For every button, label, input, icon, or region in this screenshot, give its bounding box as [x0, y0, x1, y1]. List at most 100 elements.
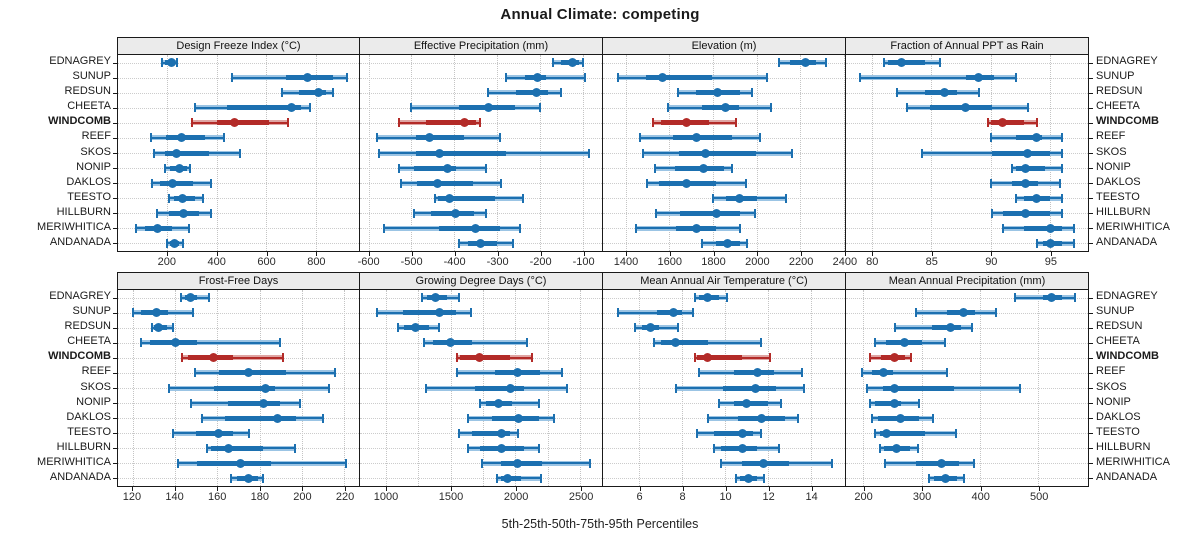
median-dot: [433, 178, 443, 188]
median-dot: [505, 383, 515, 393]
row-axis-tick: [113, 478, 117, 480]
site-label-redsun: REDSUN: [1096, 85, 1143, 98]
whisker-cap: [918, 398, 921, 408]
whisker-cap: [581, 58, 584, 68]
site-label-andanada: ANDANADA: [49, 470, 111, 483]
whisker-cap: [151, 178, 154, 188]
site-label-andanada: ANDANADA: [49, 235, 111, 248]
whisker-cap: [171, 323, 174, 333]
whisker-cap: [298, 398, 301, 408]
box-25-75: [402, 310, 456, 316]
whisker-cap: [1074, 293, 1077, 303]
x-axis-tick: [713, 252, 715, 256]
median-dot: [878, 368, 888, 378]
row-axis-tick: [113, 448, 117, 450]
whisker-cap: [376, 308, 379, 318]
median-dot: [313, 88, 323, 98]
whisker-cap: [205, 443, 208, 453]
whisker-cap: [706, 413, 709, 423]
whisker-cap: [194, 368, 197, 378]
row-gridline: [118, 198, 359, 200]
whisker-cap: [719, 458, 722, 468]
median-dot: [176, 133, 186, 143]
whisker-cap: [869, 353, 872, 363]
site-label-nonip: NONIP: [76, 160, 111, 173]
whisker-cap: [859, 73, 862, 83]
whisker-cap: [753, 208, 756, 218]
row-axis-tick: [113, 183, 117, 185]
x-axis-tick: [266, 252, 268, 256]
site-label-cheeta: CHEETA: [1096, 100, 1140, 113]
whisker-cap: [458, 428, 461, 438]
x-axis-tick-label: 1500: [438, 491, 464, 503]
panel-strip-title: Design Freeze Index (°C): [176, 40, 301, 52]
box-25-75: [680, 210, 741, 216]
x-axis-tick-label: 80: [866, 256, 879, 268]
whisker-cap: [496, 473, 499, 483]
x-axis-tick: [872, 252, 874, 256]
row-gridline: [846, 297, 1088, 299]
whisker-cap: [551, 58, 554, 68]
site-label-meriwhitica: MERIWHITICA: [1096, 220, 1170, 233]
x-axis-tick: [259, 487, 261, 491]
site-label-skos: SKOS: [1096, 145, 1127, 158]
whisker-cap: [487, 88, 490, 98]
panel-strip-title: Elevation (m): [691, 40, 757, 52]
whisker-cap: [175, 58, 178, 68]
whisker-cap: [164, 163, 167, 173]
panel-strip-title: Fraction of Annual PPT as Rain: [890, 40, 1044, 52]
site-label-teesto: TEESTO: [1096, 190, 1140, 203]
whisker-cap: [150, 133, 153, 143]
x-axis-tick: [368, 252, 370, 256]
median-dot: [671, 338, 681, 348]
whisker-cap: [896, 88, 898, 98]
row-gridline: [360, 92, 602, 94]
whisker-cap: [1001, 223, 1004, 233]
box-25-75: [214, 385, 276, 391]
row-axis-tick: [113, 372, 117, 374]
x-axis-tick-label: 1800: [701, 256, 726, 268]
x-axis-tick: [725, 487, 727, 491]
box-25-75: [165, 150, 209, 156]
whisker-cap: [920, 148, 923, 158]
whisker-cap: [188, 163, 191, 173]
whisker-cap: [140, 338, 143, 348]
whisker-cap: [777, 443, 780, 453]
whisker-cap: [481, 458, 484, 468]
panel-fraction-of-annual-ppt-as-rain: Fraction of Annual PPT as Rain 80 85 90 95: [846, 37, 1093, 270]
row-axis-tick: [1089, 418, 1093, 420]
whisker-cap: [990, 208, 993, 218]
whisker-cap: [521, 193, 524, 203]
whisker-cap: [860, 368, 863, 378]
whisker-cap: [677, 88, 680, 98]
median-dot: [224, 443, 234, 453]
row-axis-tick: [113, 357, 117, 359]
whisker-cap: [1060, 148, 1063, 158]
row-axis-tick: [113, 62, 117, 64]
site-label-daklos: DAKLOS: [66, 410, 111, 423]
x-axis-tick-label: 200: [157, 256, 177, 268]
whisker-cap: [803, 383, 806, 393]
box-25-75: [224, 415, 296, 421]
panel-strip-title: Mean Annual Air Temperature (°C): [640, 275, 808, 287]
site-label-cheeta: CHEETA: [67, 335, 111, 348]
median-dot: [286, 103, 296, 113]
box-25-75: [227, 400, 280, 406]
whisker-cap: [209, 178, 212, 188]
row-gridline: [846, 418, 1088, 420]
row-gridline: [846, 213, 1088, 215]
whisker-cap: [734, 118, 737, 128]
x-axis-tick-label: 220: [335, 491, 355, 503]
x-axis-tick: [625, 252, 627, 256]
x-axis-tick-label: 90: [985, 256, 998, 268]
site-label-ednagrey: EDNAGREY: [49, 55, 111, 68]
panel-plot: [603, 55, 845, 251]
whisker-cap: [938, 58, 941, 68]
panel-strip-title: Growing Degree Days (°C): [415, 275, 547, 287]
whisker-cap: [588, 458, 591, 468]
panel-elevation-m: Elevation (m) 1400 1600 1800 2000 2200 2400: [603, 37, 857, 270]
row-axis-tick: [113, 168, 117, 170]
panel-plot: [360, 290, 602, 486]
whisker-cap: [552, 413, 555, 423]
whisker-cap: [989, 133, 992, 143]
